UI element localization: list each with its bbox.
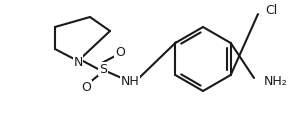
Text: N: N <box>73 55 83 68</box>
Text: NH₂: NH₂ <box>264 75 288 88</box>
Text: O: O <box>81 81 91 94</box>
Text: S: S <box>99 63 107 76</box>
Text: NH: NH <box>121 75 139 88</box>
Text: Cl: Cl <box>265 4 277 16</box>
Text: O: O <box>115 45 125 58</box>
